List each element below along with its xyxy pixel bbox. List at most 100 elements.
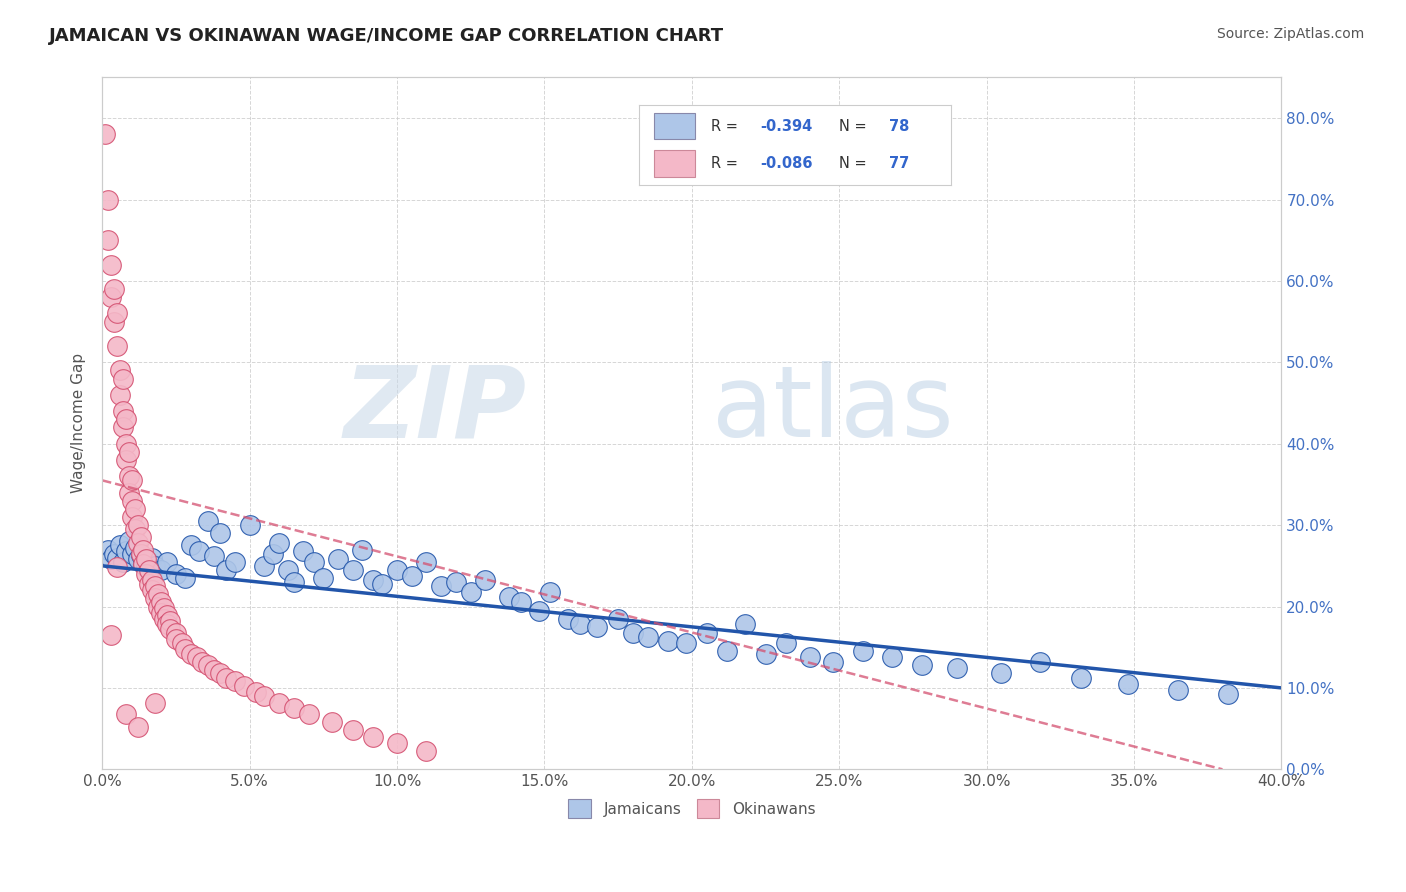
Point <box>321 715 343 730</box>
Point <box>118 485 141 500</box>
Point <box>1167 682 1189 697</box>
Point <box>1218 687 1240 701</box>
Point <box>568 617 591 632</box>
Point <box>153 601 176 615</box>
Point <box>121 547 143 561</box>
Point <box>105 306 128 320</box>
Point <box>103 547 125 561</box>
Point <box>267 536 290 550</box>
Point <box>326 552 349 566</box>
Point <box>143 579 166 593</box>
Point <box>114 453 136 467</box>
Point <box>132 557 155 571</box>
Point <box>143 558 166 573</box>
Point <box>156 607 179 622</box>
Point <box>283 701 305 715</box>
Point <box>350 542 373 557</box>
Point <box>239 518 262 533</box>
Point <box>415 555 437 569</box>
Point <box>138 576 160 591</box>
Point <box>823 655 845 669</box>
Point <box>111 404 134 418</box>
Point <box>621 625 644 640</box>
Point <box>129 547 152 561</box>
Point <box>118 469 141 483</box>
Point <box>100 290 122 304</box>
Point <box>156 555 179 569</box>
Point <box>775 636 797 650</box>
Text: atlas: atlas <box>713 361 955 458</box>
Point <box>799 650 821 665</box>
Y-axis label: Wage/Income Gap: Wage/Income Gap <box>72 353 86 493</box>
Point <box>191 655 214 669</box>
Point <box>852 644 875 658</box>
Point <box>97 233 120 247</box>
Point <box>143 696 166 710</box>
Point <box>245 685 267 699</box>
Point <box>129 530 152 544</box>
Point <box>657 633 679 648</box>
Point <box>141 550 163 565</box>
Point <box>121 510 143 524</box>
Point <box>444 575 467 590</box>
Point <box>148 599 170 614</box>
Point <box>363 730 385 744</box>
Point <box>911 658 934 673</box>
Point <box>385 736 408 750</box>
Point <box>150 606 173 620</box>
Point <box>173 571 195 585</box>
Point <box>197 658 219 673</box>
Point <box>94 128 117 142</box>
Point <box>946 660 969 674</box>
Point <box>150 595 173 609</box>
Point <box>297 706 319 721</box>
Point <box>150 563 173 577</box>
Point <box>1028 655 1050 669</box>
Point <box>197 514 219 528</box>
Point <box>124 522 146 536</box>
Point <box>253 689 276 703</box>
Point <box>165 632 187 646</box>
Point <box>127 518 149 533</box>
Point <box>165 566 187 581</box>
Point <box>734 617 756 632</box>
Point <box>696 625 718 640</box>
Point <box>253 558 276 573</box>
Point <box>716 644 738 658</box>
Point <box>460 585 482 599</box>
Point <box>111 371 134 385</box>
Point <box>156 617 179 632</box>
Point <box>170 636 193 650</box>
Point <box>103 282 125 296</box>
Point <box>401 568 423 582</box>
Point <box>141 574 163 588</box>
Point <box>267 696 290 710</box>
Point <box>159 614 181 628</box>
Point <box>385 563 408 577</box>
Point <box>202 549 225 563</box>
Point <box>342 563 364 577</box>
Point <box>224 674 246 689</box>
Point <box>754 647 776 661</box>
Point <box>675 636 697 650</box>
Point <box>127 536 149 550</box>
Point <box>100 258 122 272</box>
Point <box>1116 677 1139 691</box>
Point <box>215 671 238 685</box>
Point <box>108 539 131 553</box>
Point <box>114 544 136 558</box>
Point <box>173 641 195 656</box>
Point <box>118 445 141 459</box>
Point <box>607 612 630 626</box>
Point <box>262 547 284 561</box>
Point <box>153 612 176 626</box>
Point <box>224 555 246 569</box>
Point <box>124 541 146 555</box>
Point <box>277 563 299 577</box>
Point <box>148 587 170 601</box>
Point <box>103 315 125 329</box>
Point <box>990 666 1012 681</box>
Point <box>637 631 659 645</box>
Point <box>114 412 136 426</box>
Point <box>371 576 394 591</box>
